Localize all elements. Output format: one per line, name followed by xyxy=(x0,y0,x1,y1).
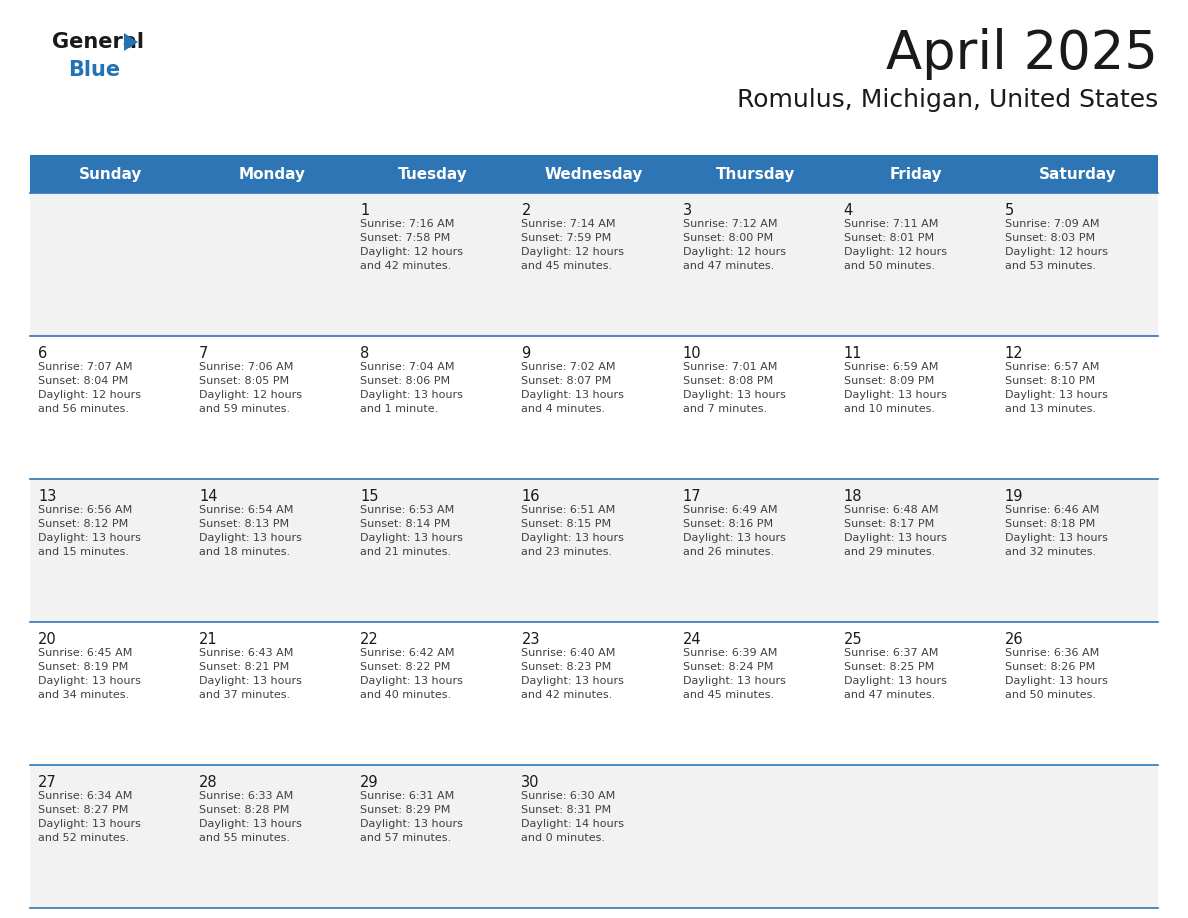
Bar xyxy=(30,193,1158,336)
Text: Sunrise: 7:04 AM
Sunset: 8:06 PM
Daylight: 13 hours
and 1 minute.: Sunrise: 7:04 AM Sunset: 8:06 PM Dayligh… xyxy=(360,362,463,414)
Text: Sunrise: 6:57 AM
Sunset: 8:10 PM
Daylight: 13 hours
and 13 minutes.: Sunrise: 6:57 AM Sunset: 8:10 PM Dayligh… xyxy=(1005,362,1107,414)
Text: Sunrise: 6:54 AM
Sunset: 8:13 PM
Daylight: 13 hours
and 18 minutes.: Sunrise: 6:54 AM Sunset: 8:13 PM Dayligh… xyxy=(200,505,302,557)
Bar xyxy=(30,765,1158,908)
Text: 1: 1 xyxy=(360,203,369,218)
Text: 19: 19 xyxy=(1005,489,1023,504)
Text: 14: 14 xyxy=(200,489,217,504)
Text: 6: 6 xyxy=(38,346,48,361)
Text: Sunrise: 6:34 AM
Sunset: 8:27 PM
Daylight: 13 hours
and 52 minutes.: Sunrise: 6:34 AM Sunset: 8:27 PM Dayligh… xyxy=(38,791,141,843)
Text: April 2025: April 2025 xyxy=(886,28,1158,80)
Text: 30: 30 xyxy=(522,775,539,790)
Text: Sunrise: 6:37 AM
Sunset: 8:25 PM
Daylight: 13 hours
and 47 minutes.: Sunrise: 6:37 AM Sunset: 8:25 PM Dayligh… xyxy=(843,648,947,700)
Text: 21: 21 xyxy=(200,632,217,647)
Text: Saturday: Saturday xyxy=(1038,166,1117,182)
Text: Sunrise: 6:30 AM
Sunset: 8:31 PM
Daylight: 14 hours
and 0 minutes.: Sunrise: 6:30 AM Sunset: 8:31 PM Dayligh… xyxy=(522,791,625,843)
Text: 8: 8 xyxy=(360,346,369,361)
Text: Romulus, Michigan, United States: Romulus, Michigan, United States xyxy=(737,88,1158,112)
Text: 24: 24 xyxy=(683,632,701,647)
Text: 12: 12 xyxy=(1005,346,1024,361)
Text: 25: 25 xyxy=(843,632,862,647)
Text: Sunrise: 7:14 AM
Sunset: 7:59 PM
Daylight: 12 hours
and 45 minutes.: Sunrise: 7:14 AM Sunset: 7:59 PM Dayligh… xyxy=(522,219,625,271)
Text: Sunrise: 7:09 AM
Sunset: 8:03 PM
Daylight: 12 hours
and 53 minutes.: Sunrise: 7:09 AM Sunset: 8:03 PM Dayligh… xyxy=(1005,219,1108,271)
Text: 13: 13 xyxy=(38,489,56,504)
Bar xyxy=(30,336,1158,479)
Text: Sunrise: 7:06 AM
Sunset: 8:05 PM
Daylight: 12 hours
and 59 minutes.: Sunrise: 7:06 AM Sunset: 8:05 PM Dayligh… xyxy=(200,362,302,414)
Text: 5: 5 xyxy=(1005,203,1015,218)
Text: Sunrise: 7:02 AM
Sunset: 8:07 PM
Daylight: 13 hours
and 4 minutes.: Sunrise: 7:02 AM Sunset: 8:07 PM Dayligh… xyxy=(522,362,625,414)
Text: Sunrise: 6:46 AM
Sunset: 8:18 PM
Daylight: 13 hours
and 32 minutes.: Sunrise: 6:46 AM Sunset: 8:18 PM Dayligh… xyxy=(1005,505,1107,557)
Text: 29: 29 xyxy=(360,775,379,790)
Text: 28: 28 xyxy=(200,775,217,790)
Text: Sunrise: 7:01 AM
Sunset: 8:08 PM
Daylight: 13 hours
and 7 minutes.: Sunrise: 7:01 AM Sunset: 8:08 PM Dayligh… xyxy=(683,362,785,414)
Text: Sunrise: 6:51 AM
Sunset: 8:15 PM
Daylight: 13 hours
and 23 minutes.: Sunrise: 6:51 AM Sunset: 8:15 PM Dayligh… xyxy=(522,505,625,557)
Text: Blue: Blue xyxy=(68,60,120,80)
Text: Friday: Friday xyxy=(890,166,942,182)
Text: Sunrise: 6:36 AM
Sunset: 8:26 PM
Daylight: 13 hours
and 50 minutes.: Sunrise: 6:36 AM Sunset: 8:26 PM Dayligh… xyxy=(1005,648,1107,700)
Text: 11: 11 xyxy=(843,346,862,361)
Text: 20: 20 xyxy=(38,632,57,647)
Text: Monday: Monday xyxy=(239,166,305,182)
Text: 10: 10 xyxy=(683,346,701,361)
Text: 7: 7 xyxy=(200,346,209,361)
Text: 22: 22 xyxy=(360,632,379,647)
Text: 23: 23 xyxy=(522,632,539,647)
Bar xyxy=(30,155,1158,193)
Text: Sunrise: 7:11 AM
Sunset: 8:01 PM
Daylight: 12 hours
and 50 minutes.: Sunrise: 7:11 AM Sunset: 8:01 PM Dayligh… xyxy=(843,219,947,271)
Text: Sunrise: 6:40 AM
Sunset: 8:23 PM
Daylight: 13 hours
and 42 minutes.: Sunrise: 6:40 AM Sunset: 8:23 PM Dayligh… xyxy=(522,648,625,700)
Text: Sunrise: 6:43 AM
Sunset: 8:21 PM
Daylight: 13 hours
and 37 minutes.: Sunrise: 6:43 AM Sunset: 8:21 PM Dayligh… xyxy=(200,648,302,700)
Text: 4: 4 xyxy=(843,203,853,218)
Bar xyxy=(30,622,1158,765)
Text: 26: 26 xyxy=(1005,632,1024,647)
Text: Sunrise: 6:49 AM
Sunset: 8:16 PM
Daylight: 13 hours
and 26 minutes.: Sunrise: 6:49 AM Sunset: 8:16 PM Dayligh… xyxy=(683,505,785,557)
Text: Sunrise: 6:59 AM
Sunset: 8:09 PM
Daylight: 13 hours
and 10 minutes.: Sunrise: 6:59 AM Sunset: 8:09 PM Dayligh… xyxy=(843,362,947,414)
Text: 2: 2 xyxy=(522,203,531,218)
Text: Sunrise: 6:45 AM
Sunset: 8:19 PM
Daylight: 13 hours
and 34 minutes.: Sunrise: 6:45 AM Sunset: 8:19 PM Dayligh… xyxy=(38,648,141,700)
Text: Sunday: Sunday xyxy=(78,166,143,182)
Text: Sunrise: 6:53 AM
Sunset: 8:14 PM
Daylight: 13 hours
and 21 minutes.: Sunrise: 6:53 AM Sunset: 8:14 PM Dayligh… xyxy=(360,505,463,557)
Text: Sunrise: 6:42 AM
Sunset: 8:22 PM
Daylight: 13 hours
and 40 minutes.: Sunrise: 6:42 AM Sunset: 8:22 PM Dayligh… xyxy=(360,648,463,700)
Text: Sunrise: 6:33 AM
Sunset: 8:28 PM
Daylight: 13 hours
and 55 minutes.: Sunrise: 6:33 AM Sunset: 8:28 PM Dayligh… xyxy=(200,791,302,843)
Text: 17: 17 xyxy=(683,489,701,504)
Text: Sunrise: 6:48 AM
Sunset: 8:17 PM
Daylight: 13 hours
and 29 minutes.: Sunrise: 6:48 AM Sunset: 8:17 PM Dayligh… xyxy=(843,505,947,557)
Text: Sunrise: 7:12 AM
Sunset: 8:00 PM
Daylight: 12 hours
and 47 minutes.: Sunrise: 7:12 AM Sunset: 8:00 PM Dayligh… xyxy=(683,219,785,271)
Text: 16: 16 xyxy=(522,489,539,504)
Text: 15: 15 xyxy=(360,489,379,504)
Text: Sunrise: 6:31 AM
Sunset: 8:29 PM
Daylight: 13 hours
and 57 minutes.: Sunrise: 6:31 AM Sunset: 8:29 PM Dayligh… xyxy=(360,791,463,843)
Text: Sunrise: 7:16 AM
Sunset: 7:58 PM
Daylight: 12 hours
and 42 minutes.: Sunrise: 7:16 AM Sunset: 7:58 PM Dayligh… xyxy=(360,219,463,271)
Text: Tuesday: Tuesday xyxy=(398,166,468,182)
Text: Sunrise: 7:07 AM
Sunset: 8:04 PM
Daylight: 12 hours
and 56 minutes.: Sunrise: 7:07 AM Sunset: 8:04 PM Dayligh… xyxy=(38,362,141,414)
Text: 18: 18 xyxy=(843,489,862,504)
Text: 9: 9 xyxy=(522,346,531,361)
Text: 27: 27 xyxy=(38,775,57,790)
Text: Sunrise: 6:56 AM
Sunset: 8:12 PM
Daylight: 13 hours
and 15 minutes.: Sunrise: 6:56 AM Sunset: 8:12 PM Dayligh… xyxy=(38,505,141,557)
Text: General: General xyxy=(52,32,144,52)
Text: Sunrise: 6:39 AM
Sunset: 8:24 PM
Daylight: 13 hours
and 45 minutes.: Sunrise: 6:39 AM Sunset: 8:24 PM Dayligh… xyxy=(683,648,785,700)
Text: Thursday: Thursday xyxy=(715,166,795,182)
Bar xyxy=(30,479,1158,622)
Text: 3: 3 xyxy=(683,203,691,218)
Text: Wednesday: Wednesday xyxy=(545,166,643,182)
Polygon shape xyxy=(124,33,138,51)
